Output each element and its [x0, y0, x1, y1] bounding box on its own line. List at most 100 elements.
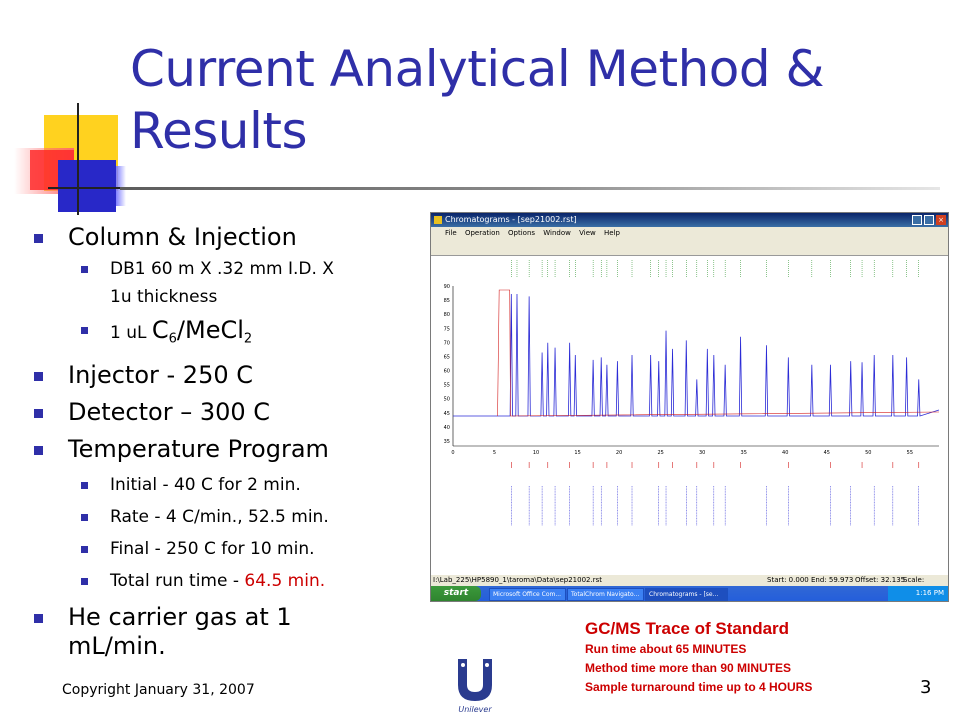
caption-method-time: Method time more than 90 MINUTES — [585, 661, 792, 675]
bullet-marker-sub — [81, 514, 88, 521]
x-tick-label: 50 — [865, 450, 871, 456]
menu-window[interactable]: Window — [543, 229, 571, 237]
bullet-marker — [34, 409, 43, 418]
bullet-marker-sub — [81, 578, 88, 585]
bullet-injector: Injector - 250 C — [68, 361, 253, 389]
caption-title: GC/MS Trace of Standard — [585, 619, 790, 638]
unilever-logo: Unilever — [452, 655, 498, 715]
bullet-total: Total run time - 64.5 min. — [110, 571, 325, 591]
title-line-2: Results — [130, 102, 308, 160]
chromatogram-plot: 90 85 80 75 70 65 60 55 50 45 40 35 0 5 10 15 20 25 30 35 40… — [431, 256, 948, 576]
bullet-detector: Detector – 300 C — [68, 398, 271, 426]
system-tray-clock: 1:16 PM — [888, 586, 948, 601]
bullet-final: Final - 250 C for 10 min. — [110, 539, 315, 559]
status-start: Start: 0.000 — [767, 576, 809, 584]
windows-taskbar: start Microsoft Office Com... TotalChrom… — [431, 586, 948, 601]
decor-light-square — [116, 166, 126, 206]
menu-operation[interactable]: Operation — [464, 229, 500, 237]
y-tick-label: 40 — [444, 425, 450, 431]
window-titlebar: Chromatograms - [sep21002.rst] × — [431, 213, 948, 227]
total-value: 64.5 min. — [244, 571, 326, 591]
y-tick-label: 70 — [444, 340, 450, 346]
title-line-1: Current Analytical Method & — [130, 40, 825, 98]
y-tick-label: 85 — [444, 298, 450, 304]
solvent-mecl-sub: 2 — [243, 331, 253, 347]
x-tick-label: 0 — [451, 450, 454, 456]
bullet-marker-sub — [81, 482, 88, 489]
start-button[interactable]: start — [431, 586, 481, 601]
status-end: End: 59.973 — [811, 576, 854, 584]
taskbar-item-office[interactable]: Microsoft Office Com... — [489, 588, 566, 601]
svg-text:Unilever: Unilever — [458, 705, 492, 714]
bullet-marker-sub — [81, 266, 88, 273]
minimize-icon[interactable] — [912, 215, 922, 225]
y-tick-label: 50 — [444, 397, 450, 403]
total-label: Total run time - — [110, 571, 245, 591]
solvent-mecl: /MeCl — [176, 316, 244, 344]
bullet-marker — [34, 446, 43, 455]
caption-turnaround: Sample turnaround time up to 4 HOURS — [585, 680, 813, 694]
y-tick-label: 60 — [444, 369, 450, 375]
chromatogram-trace-red — [497, 289, 940, 417]
menu-file[interactable]: File — [445, 229, 457, 237]
bullet-temp-program: Temperature Program — [68, 435, 329, 463]
menu-help[interactable]: Help — [603, 229, 620, 237]
decor-vertical-line — [77, 103, 79, 215]
y-tick-label: 55 — [444, 383, 450, 389]
x-tick-label: 5 — [493, 450, 496, 456]
window-title: Chromatograms - [sep21002.rst] — [445, 215, 577, 224]
x-tick-label: 10 — [533, 450, 539, 456]
close-icon[interactable]: × — [936, 215, 946, 225]
title-divider — [120, 187, 940, 190]
injection-volume: 1 uL — [110, 323, 152, 343]
bullet-injection: 1 uL C6/MeCl2 — [110, 316, 252, 353]
page-title: Current Analytical Method & Results — [130, 38, 930, 162]
solvent-c: C — [151, 316, 169, 344]
y-tick-label: 80 — [444, 312, 450, 318]
copyright-text: Copyright January 31, 2007 — [62, 682, 255, 698]
maximize-icon[interactable] — [924, 215, 934, 225]
bullet-marker-sub — [81, 546, 88, 553]
y-tick-label: 65 — [444, 354, 450, 360]
bullet-column-spec-line1: DB1 60 m X .32 mm I.D. X — [110, 259, 334, 279]
decor-horizontal-line — [48, 187, 120, 189]
bullet-column-injection: Column & Injection — [68, 223, 297, 251]
window-toolbar — [431, 239, 948, 256]
status-path: I:\Lab_225\HP5890_1\taroma\Data\sep21002… — [433, 576, 602, 584]
app-icon — [434, 216, 442, 224]
bullet-carrier-line1: He carrier gas at 1 — [68, 603, 292, 631]
bullet-initial: Initial - 40 C for 2 min. — [110, 475, 301, 495]
taskbar-item-totalchrom[interactable]: TotalChrom Navigato... — [567, 588, 644, 601]
window-menubar: File Operation Options Window View Help — [431, 227, 948, 239]
x-tick-label: 20 — [616, 450, 622, 456]
solvent-c-sub: 6 — [168, 331, 177, 347]
x-tick-label: 25 — [657, 450, 663, 456]
decor-blue-square — [58, 160, 116, 212]
bullet-column-spec-line2: 1u thickness — [110, 287, 218, 307]
bullet-marker — [34, 234, 43, 243]
bullet-carrier-line2: mL/min. — [68, 632, 166, 660]
menu-options[interactable]: Options — [508, 229, 536, 237]
bullet-marker — [34, 372, 43, 381]
x-tick-label: 40 — [782, 450, 788, 456]
bullet-rate: Rate - 4 C/min., 52.5 min. — [110, 507, 329, 527]
x-tick-label: 55 — [907, 450, 913, 456]
y-tick-label: 45 — [444, 411, 450, 417]
y-tick-label: 90 — [444, 284, 450, 290]
y-tick-label: 35 — [444, 439, 450, 445]
page-number: 3 — [920, 677, 932, 698]
x-tick-label: 30 — [699, 450, 705, 456]
caption-run-time: Run time about 65 MINUTES — [585, 642, 747, 656]
status-offset: Offset: 32.135 — [855, 576, 906, 584]
status-bar: I:\Lab_225\HP5890_1\taroma\Data\sep21002… — [431, 575, 948, 595]
chromatogram-trace-blue — [453, 293, 940, 417]
menu-view[interactable]: View — [579, 229, 596, 237]
chromatogram-screenshot: Chromatograms - [sep21002.rst] × File Op… — [430, 212, 949, 602]
x-tick-label: 15 — [574, 450, 580, 456]
x-tick-label: 35 — [741, 450, 747, 456]
bullet-marker-sub — [81, 327, 88, 334]
x-tick-label: 45 — [824, 450, 830, 456]
bullet-marker — [34, 614, 43, 623]
taskbar-item-chromatograms[interactable]: Chromatograms - [se... — [645, 588, 728, 601]
